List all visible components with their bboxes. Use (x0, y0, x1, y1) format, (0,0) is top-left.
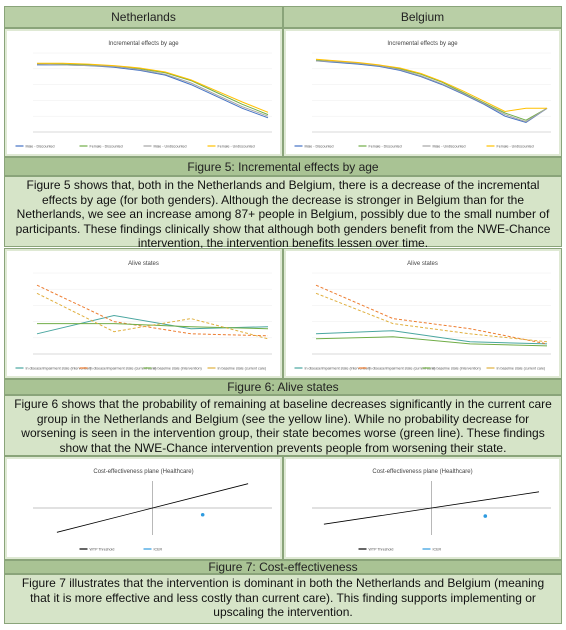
series-line (315, 284, 548, 345)
legend-label: ICER (433, 548, 442, 552)
legend-label: In baseline state (current care) (218, 367, 267, 371)
series-line (36, 292, 269, 340)
chart-title: Cost-effectiveness plane (Healthcare) (93, 469, 193, 475)
legend-label: Female - Undiscounted (497, 145, 534, 149)
series-line (37, 63, 269, 116)
chart: Alive states In disease/impairment state … (7, 251, 280, 376)
chart-panel: Cost-effectiveness plane (Healthcare) WTP… (4, 456, 283, 560)
legend-label: Male - Discounted (26, 145, 55, 149)
series-line (37, 62, 269, 113)
threshold-line (323, 491, 540, 525)
figure-description: Figure 7 illustrates that the interventi… (4, 574, 562, 624)
legend-label: Female - Discounted (369, 145, 402, 149)
legend-label: In baseline state (intervention) (433, 367, 481, 371)
chart-title: Alive states (407, 261, 438, 267)
legend-label: Male - Undiscounted (433, 145, 466, 149)
figure-description: Figure 5 shows that, both in the Netherl… (4, 176, 562, 250)
chart-panel: Alive states In disease/impairment state … (4, 248, 283, 379)
legend-label: In baseline state (intervention) (154, 367, 202, 371)
series-line (37, 64, 269, 119)
legend-label: Female - Undiscounted (218, 145, 255, 149)
series-line (37, 323, 269, 330)
point (200, 512, 205, 517)
legend-label: ICER (154, 548, 163, 552)
legend-label: WTP Threshold (90, 548, 115, 552)
chart: Alive states In disease/impairment state … (286, 251, 559, 376)
legend-label: Female - Discounted (90, 145, 123, 149)
figure-caption: Figure 7: Cost-effectiveness (4, 560, 562, 574)
point (483, 514, 488, 518)
chart-panel: Incremental effects by age Male - Discoun… (4, 28, 283, 157)
figure-caption: Figure 6: Alive states (4, 379, 562, 395)
column-header: Netherlands (4, 6, 283, 28)
series-line (315, 292, 548, 343)
legend-label: Male - Undiscounted (154, 145, 187, 149)
chart-title: Incremental effects by age (108, 41, 179, 47)
series-line (36, 63, 269, 117)
series-line (315, 60, 548, 123)
series-line (315, 336, 548, 347)
legend-label: Male - Discounted (305, 145, 334, 149)
legend-label: In disease/impairment state (current car… (90, 367, 157, 371)
legend-label: In disease/impairment state (interventio… (305, 367, 371, 371)
series-line (315, 330, 548, 345)
series-line (315, 60, 548, 124)
figure-caption: Figure 5: Incremental effects by age (4, 157, 562, 176)
chart: Cost-effectiveness plane (Healthcare) WTP… (286, 459, 559, 557)
column-header: Belgium (283, 6, 562, 28)
chart-title: Alive states (128, 261, 159, 267)
threshold-line (56, 483, 249, 533)
legend-label: WTP Threshold (369, 548, 394, 552)
series-line (315, 58, 547, 113)
chart: Cost-effectiveness plane (Healthcare) WTP… (7, 459, 280, 557)
chart: Incremental effects by age Male - Discoun… (7, 31, 280, 154)
figure-description: Figure 6 shows that the probability of r… (4, 395, 562, 456)
series-line (315, 59, 548, 121)
legend-label: In disease/impairment state (current car… (369, 367, 436, 371)
chart: Incremental effects by age Male - Discoun… (286, 31, 559, 154)
legend-label: In baseline state (current care) (497, 367, 546, 371)
chart-panel: Cost-effectiveness plane (Healthcare) WTP… (283, 456, 562, 560)
chart-panel: Alive states In disease/impairment state … (283, 248, 562, 379)
series-line (36, 284, 269, 337)
chart-title: Incremental effects by age (387, 41, 458, 47)
chart-title: Cost-effectiveness plane (Healthcare) (372, 469, 472, 475)
legend-label: In disease/impairment state (interventio… (26, 367, 92, 371)
chart-panel: Incremental effects by age Male - Discoun… (283, 28, 562, 157)
